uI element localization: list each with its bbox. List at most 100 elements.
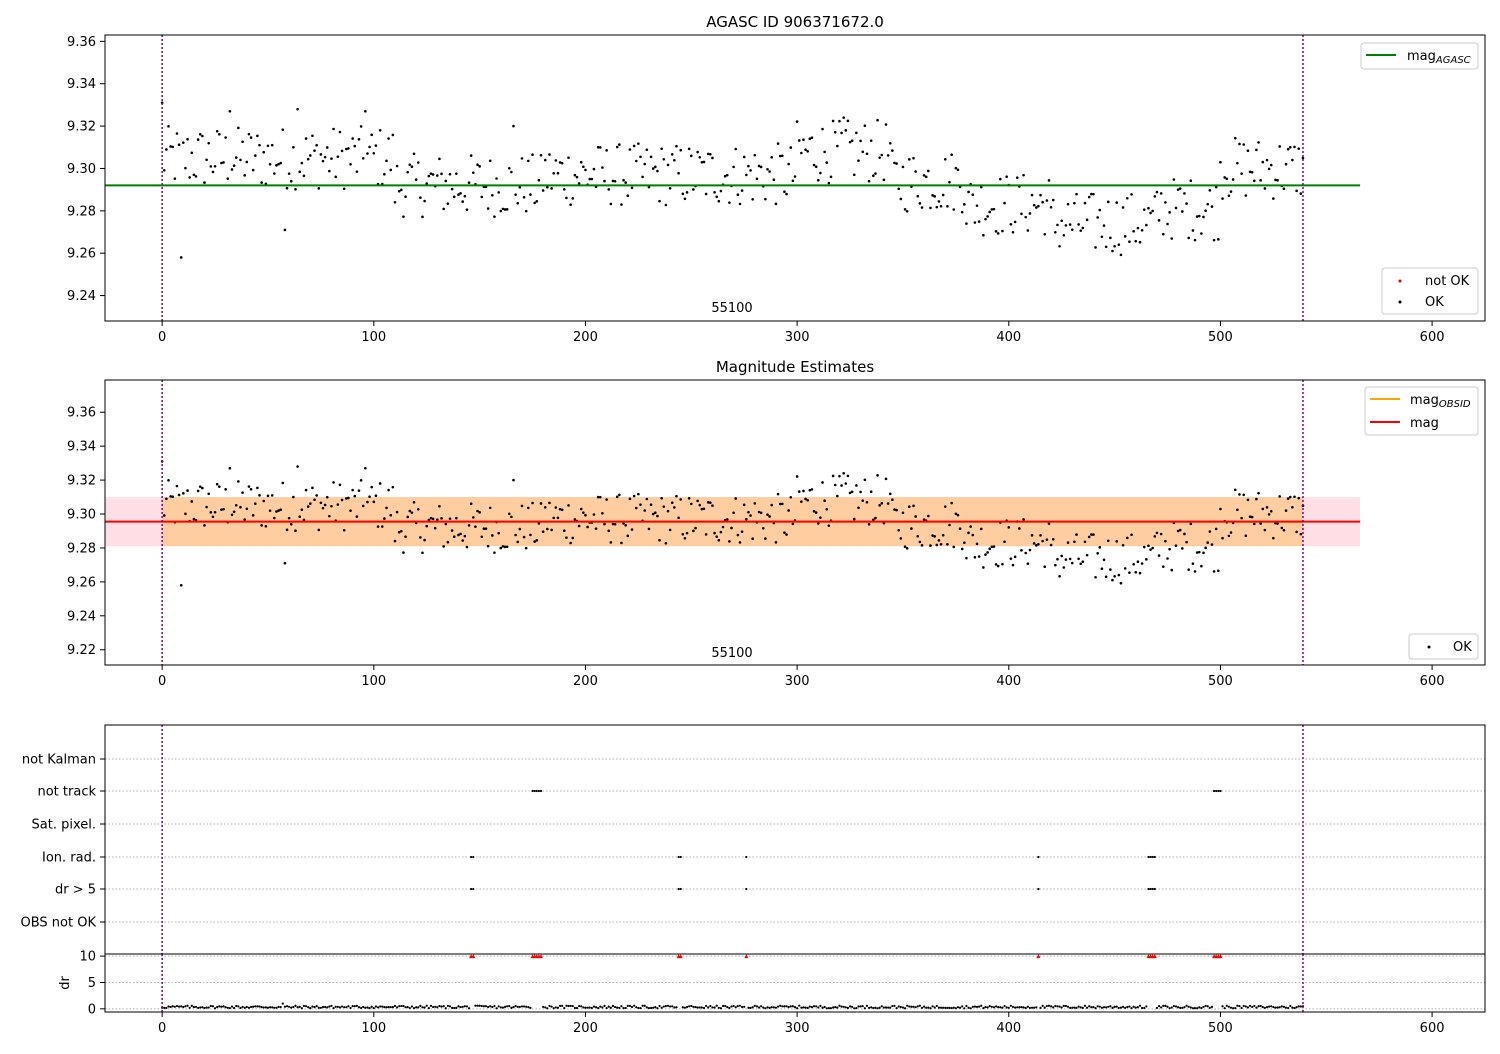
- x-tick-label: 600: [1420, 330, 1445, 345]
- data-point: [304, 137, 308, 140]
- data-point: [618, 493, 621, 497]
- data-point: [450, 187, 454, 191]
- dr-point: [1113, 1005, 1116, 1008]
- dr-point: [266, 1006, 270, 1009]
- dr-point: [747, 1006, 750, 1009]
- dr-point: [1284, 1006, 1288, 1009]
- data-point: [1024, 551, 1028, 555]
- dr-point: [169, 1005, 172, 1009]
- data-point: [903, 545, 907, 549]
- data-point: [241, 491, 244, 494]
- data-point: [903, 208, 907, 211]
- data-point: [943, 505, 947, 508]
- dr-point: [848, 1005, 852, 1008]
- data-point: [273, 516, 276, 520]
- dr-point: [190, 1004, 193, 1007]
- data-point: [306, 505, 310, 508]
- dr-point: [1136, 1006, 1139, 1009]
- dr-point: [730, 1005, 733, 1008]
- data-point: [353, 494, 357, 498]
- data-point: [211, 170, 215, 174]
- data-point: [1276, 179, 1279, 182]
- dr-point: [681, 1006, 684, 1009]
- dr-point: [620, 1005, 623, 1008]
- data-point: [194, 175, 198, 178]
- data-point: [1227, 534, 1231, 538]
- data-point: [535, 200, 539, 203]
- data-point: [1257, 491, 1260, 495]
- dr-point: [1052, 1006, 1055, 1009]
- data-point: [230, 168, 234, 171]
- data-point: [275, 164, 278, 167]
- dr-point: [1160, 1006, 1163, 1009]
- dr-point: [1170, 1006, 1173, 1009]
- dr-point: [423, 1006, 426, 1009]
- data-point: [196, 138, 200, 141]
- data-point: [573, 518, 577, 521]
- dr-point: [929, 1007, 932, 1010]
- data-point: [393, 539, 397, 543]
- x-tick-label: 500: [1208, 330, 1233, 345]
- data-point: [325, 495, 329, 499]
- dr-point: [1083, 1004, 1087, 1007]
- data-point: [1250, 170, 1254, 174]
- data-point: [1225, 177, 1229, 181]
- dr-point: [194, 1005, 198, 1008]
- dr-point: [245, 1005, 248, 1009]
- data-point: [842, 116, 845, 119]
- data-point: [872, 174, 875, 178]
- data-point: [258, 494, 261, 497]
- data-point: [931, 534, 934, 537]
- dr-point: [1234, 1007, 1237, 1010]
- dr-point: [1003, 1004, 1006, 1008]
- data-point: [531, 501, 534, 505]
- data-point: [1164, 201, 1167, 204]
- dr-point: [235, 1004, 238, 1008]
- data-point: [689, 502, 693, 506]
- data-point: [844, 129, 848, 132]
- dr-point: [446, 1004, 449, 1007]
- data-point: [709, 501, 712, 504]
- data-point: [613, 522, 617, 526]
- data-point: [1282, 528, 1286, 532]
- data-point: [683, 536, 687, 540]
- data-point: [277, 509, 280, 512]
- data-point: [1250, 515, 1254, 519]
- data-point: [1183, 192, 1186, 195]
- data-point: [232, 510, 236, 514]
- data-point: [747, 510, 750, 514]
- data-point: [556, 516, 560, 520]
- dr-point: [1299, 1005, 1302, 1008]
- data-point: [628, 497, 632, 501]
- data-point: [552, 516, 556, 520]
- dr-point: [457, 1005, 460, 1008]
- data-point: [1168, 211, 1171, 214]
- dr-point: [944, 1006, 947, 1009]
- data-point: [359, 125, 363, 128]
- data-point: [1212, 238, 1216, 242]
- data-point: [505, 208, 509, 211]
- dr-point: [558, 1004, 562, 1008]
- dr-point: [1248, 1004, 1252, 1007]
- data-point: [842, 472, 845, 475]
- x-tick-label: 400: [996, 1021, 1021, 1036]
- data-point: [334, 175, 338, 179]
- data-point: [1003, 201, 1006, 205]
- dr-point: [643, 1004, 646, 1007]
- data-point: [302, 174, 306, 178]
- data-point: [463, 534, 467, 538]
- dr-point: [247, 1006, 251, 1009]
- data-point: [560, 508, 564, 512]
- data-point: [406, 515, 409, 519]
- data-point: [234, 504, 238, 507]
- data-point: [1104, 575, 1108, 579]
- data-point: [1227, 194, 1231, 198]
- data-point: [907, 158, 911, 161]
- dr-point: [1297, 1005, 1300, 1008]
- data-point: [664, 203, 668, 207]
- data-point: [1217, 569, 1220, 573]
- data-point: [1013, 555, 1017, 559]
- dr-point: [851, 1005, 854, 1008]
- data-point: [893, 508, 896, 511]
- flag-point: [472, 855, 475, 859]
